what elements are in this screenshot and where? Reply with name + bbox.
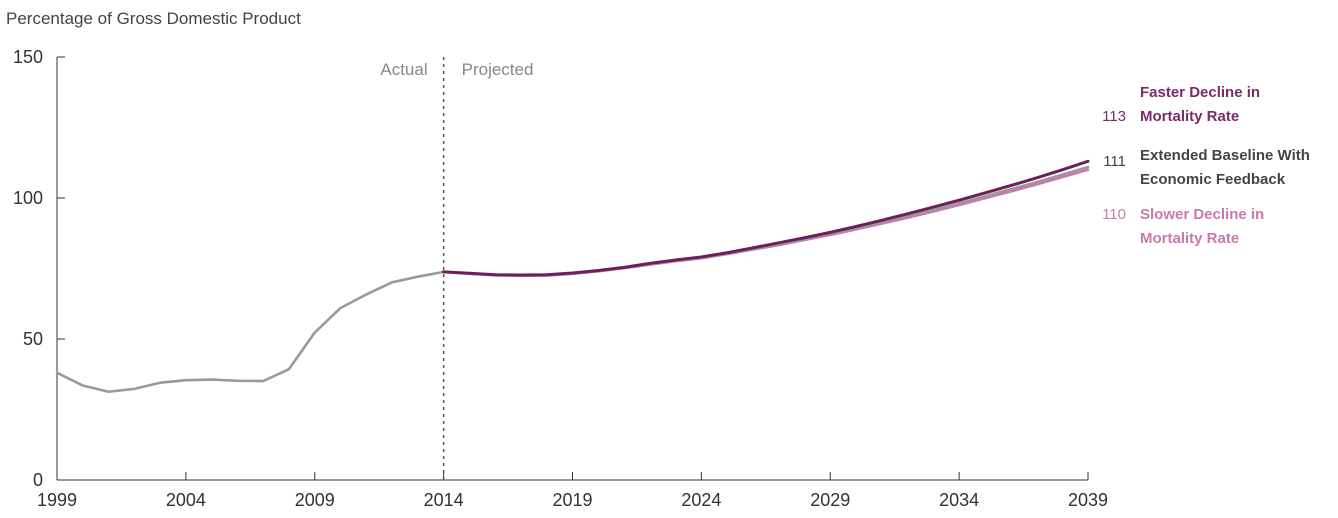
series-line-3	[442, 168, 1090, 278]
series-name-line-1: Extended Baseline With	[1140, 147, 1310, 164]
series-name-3: Slower Decline in Mortality Rate	[1140, 206, 1264, 247]
y-tick-label-100: 100	[13, 188, 43, 208]
y-axis-title: Percentage of Gross Domestic Product	[6, 9, 301, 28]
series-name-line-1: Faster Decline in	[1140, 84, 1260, 101]
series-line-1	[442, 159, 1090, 277]
series-name-1: Faster Decline in Mortality Rate	[1140, 84, 1260, 125]
actual-series-line	[55, 270, 445, 394]
series-name-line-2: Mortality Rate	[1140, 230, 1239, 247]
series-lines	[55, 159, 1090, 394]
y-tick-label-50: 50	[23, 329, 43, 349]
series-name-line-2: Mortality Rate	[1140, 108, 1239, 125]
series-name-line-2: Economic Feedback	[1140, 171, 1286, 188]
x-tick-label-1999: 1999	[37, 490, 77, 510]
x-tick-label-2004: 2004	[166, 490, 206, 510]
series-labels: 113 Faster Decline in Mortality Rate 111 Ext…	[1102, 84, 1310, 247]
y-tick-label-0: 0	[33, 470, 43, 490]
series-name-line-1: Slower Decline in	[1140, 206, 1264, 223]
x-tick-label-2029: 2029	[810, 490, 850, 510]
x-tick-label-2034: 2034	[939, 490, 979, 510]
x-tick-label-2009: 2009	[295, 490, 335, 510]
actual-projected-divider: Actual Projected	[380, 57, 533, 480]
projected-label: Projected	[462, 60, 534, 79]
x-tick-label-2024: 2024	[681, 490, 721, 510]
y-tick-label-150: 150	[13, 47, 43, 67]
end-value-1: 113	[1102, 108, 1126, 125]
axes: 0 50 100 150 1999 2004 2009 2014 2019 2024 2029 203…	[13, 47, 1108, 510]
series-name-2: Extended Baseline With Economic Feedback	[1140, 147, 1310, 188]
actual-label: Actual	[380, 60, 427, 79]
series-line-2	[442, 165, 1090, 277]
x-tick-label-2019: 2019	[552, 490, 592, 510]
end-value-2: 111	[1103, 153, 1126, 170]
x-tick-label-2014: 2014	[424, 490, 464, 510]
end-value-3: 110	[1102, 206, 1126, 223]
x-tick-label-2039: 2039	[1068, 490, 1108, 510]
